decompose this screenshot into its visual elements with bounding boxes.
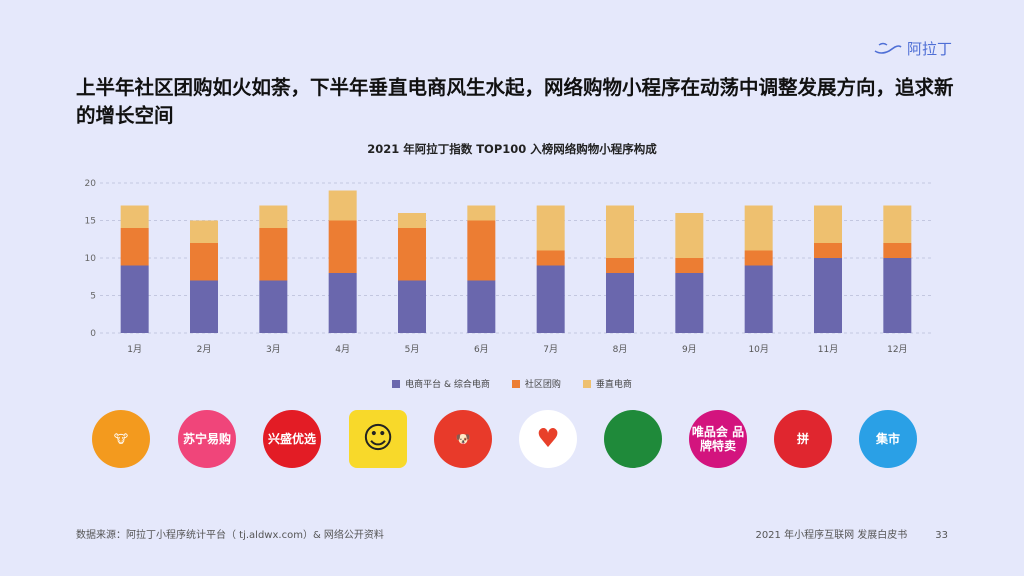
- legend-item-2: 垂直电商: [582, 377, 632, 390]
- bar-segment: [120, 205, 149, 228]
- chart-legend: 电商平台 & 综合电商 社区团购 垂直电商: [0, 377, 1024, 390]
- bar-segment: [675, 213, 704, 258]
- page-number: 33: [935, 530, 948, 541]
- footer-report: 2021 年小程序互联网 发展白皮书 33: [755, 526, 948, 541]
- legend-swatch: [511, 380, 520, 388]
- y-tick-label: 5: [90, 292, 96, 302]
- x-tick-label: 4月: [335, 344, 350, 355]
- bar-segment: [883, 205, 912, 243]
- legend-item-1: 社区团购: [511, 377, 561, 390]
- bar-segment: [398, 228, 426, 281]
- stacked-bar-chart: 0 5 10 15 20 1月 2月 3月 4月 5月 6月 7月 8月 9月 10月 11月 12月: [85, 179, 932, 355]
- app-logo: 苏宁易购: [178, 410, 236, 468]
- report-title: 2021 年小程序互联网 发展白皮书: [755, 530, 908, 541]
- bar-segment: [467, 220, 496, 281]
- bar-segment: [744, 265, 773, 333]
- legend-swatch: [582, 380, 591, 388]
- bar-segment: [259, 228, 288, 281]
- app-logo: ☺: [349, 410, 407, 468]
- bar-segment: [744, 250, 773, 266]
- bar-segment: [190, 220, 218, 243]
- app-logo: 🐶: [434, 410, 492, 468]
- legend-label: 垂直电商: [595, 380, 632, 390]
- bar-segment: [120, 228, 149, 266]
- bar-segment: [120, 265, 149, 333]
- x-tick-label: 6月: [474, 344, 489, 355]
- x-tick-label: 9月: [682, 344, 697, 355]
- bar-segment: [606, 273, 634, 333]
- legend-item-0: 电商平台 & 综合电商: [392, 377, 490, 390]
- bar-segment: [536, 265, 565, 333]
- bar-segment: [744, 205, 773, 251]
- app-logo: 唯品会 品牌特卖: [689, 410, 747, 468]
- x-tick-label: 3月: [266, 344, 281, 355]
- y-tick-label: 10: [85, 254, 97, 264]
- y-tick-label: 20: [85, 179, 97, 189]
- app-logo: ♥: [519, 410, 577, 468]
- legend-swatch: [392, 380, 401, 388]
- x-tick-label: 12月: [887, 344, 907, 355]
- bar-segment: [883, 243, 912, 258]
- app-logo: 拼: [774, 410, 832, 468]
- legend-label: 电商平台 & 综合电商: [405, 380, 490, 390]
- data-source: 数据来源：阿拉丁小程序统计平台（ tj.aldwx.com）& 网络公开资料: [76, 530, 384, 541]
- bar-segment: [536, 250, 565, 266]
- bar-segment: [814, 205, 842, 243]
- bar-segment: [675, 273, 704, 333]
- x-tick-label: 2月: [197, 344, 212, 355]
- bar-segment: [606, 258, 634, 273]
- bar-segment: [467, 280, 496, 333]
- app-logo: [604, 410, 662, 468]
- x-tick-label: 10月: [748, 344, 768, 355]
- bar-segment: [467, 205, 496, 221]
- bar-segment: [814, 258, 842, 333]
- bar-segment: [190, 243, 218, 281]
- x-tick-label: 5月: [405, 344, 420, 355]
- app-logo: 集市: [859, 410, 917, 468]
- bar-segment: [675, 258, 704, 273]
- brand-logo: 阿拉丁: [873, 38, 952, 59]
- app-logo: 🐮: [92, 410, 150, 468]
- x-tick-label: 11月: [818, 344, 838, 355]
- page-headline: 上半年社区团购如火如荼，下半年垂直电商风生水起，网络购物小程序在动荡中调整发展方…: [76, 76, 954, 127]
- bar-segment: [883, 258, 912, 333]
- bar-segment: [328, 220, 357, 273]
- bar-segment: [328, 273, 357, 333]
- bar-segment: [606, 205, 634, 258]
- chart-title: 2021 年阿拉丁指数 TOP100 入榜网络购物小程序构成: [367, 142, 657, 156]
- x-tick-label: 8月: [613, 344, 628, 355]
- legend-label: 社区团购: [524, 380, 561, 390]
- app-logo: 兴盛优选: [263, 410, 321, 468]
- y-tick-label: 0: [90, 329, 96, 339]
- bar-segment: [398, 280, 426, 333]
- lamp-icon: [874, 42, 902, 54]
- x-tick-label: 7月: [543, 344, 558, 355]
- bar-segment: [328, 190, 357, 221]
- bar-segment: [190, 280, 218, 333]
- bar-segment: [398, 213, 426, 228]
- bar-segment: [259, 280, 288, 333]
- bar-segment: [536, 205, 565, 251]
- y-tick-label: 15: [85, 217, 96, 227]
- brand-name: 阿拉丁: [906, 40, 952, 58]
- x-tick-label: 1月: [127, 344, 142, 355]
- bar-segment: [814, 243, 842, 258]
- bar-segment: [259, 205, 288, 228]
